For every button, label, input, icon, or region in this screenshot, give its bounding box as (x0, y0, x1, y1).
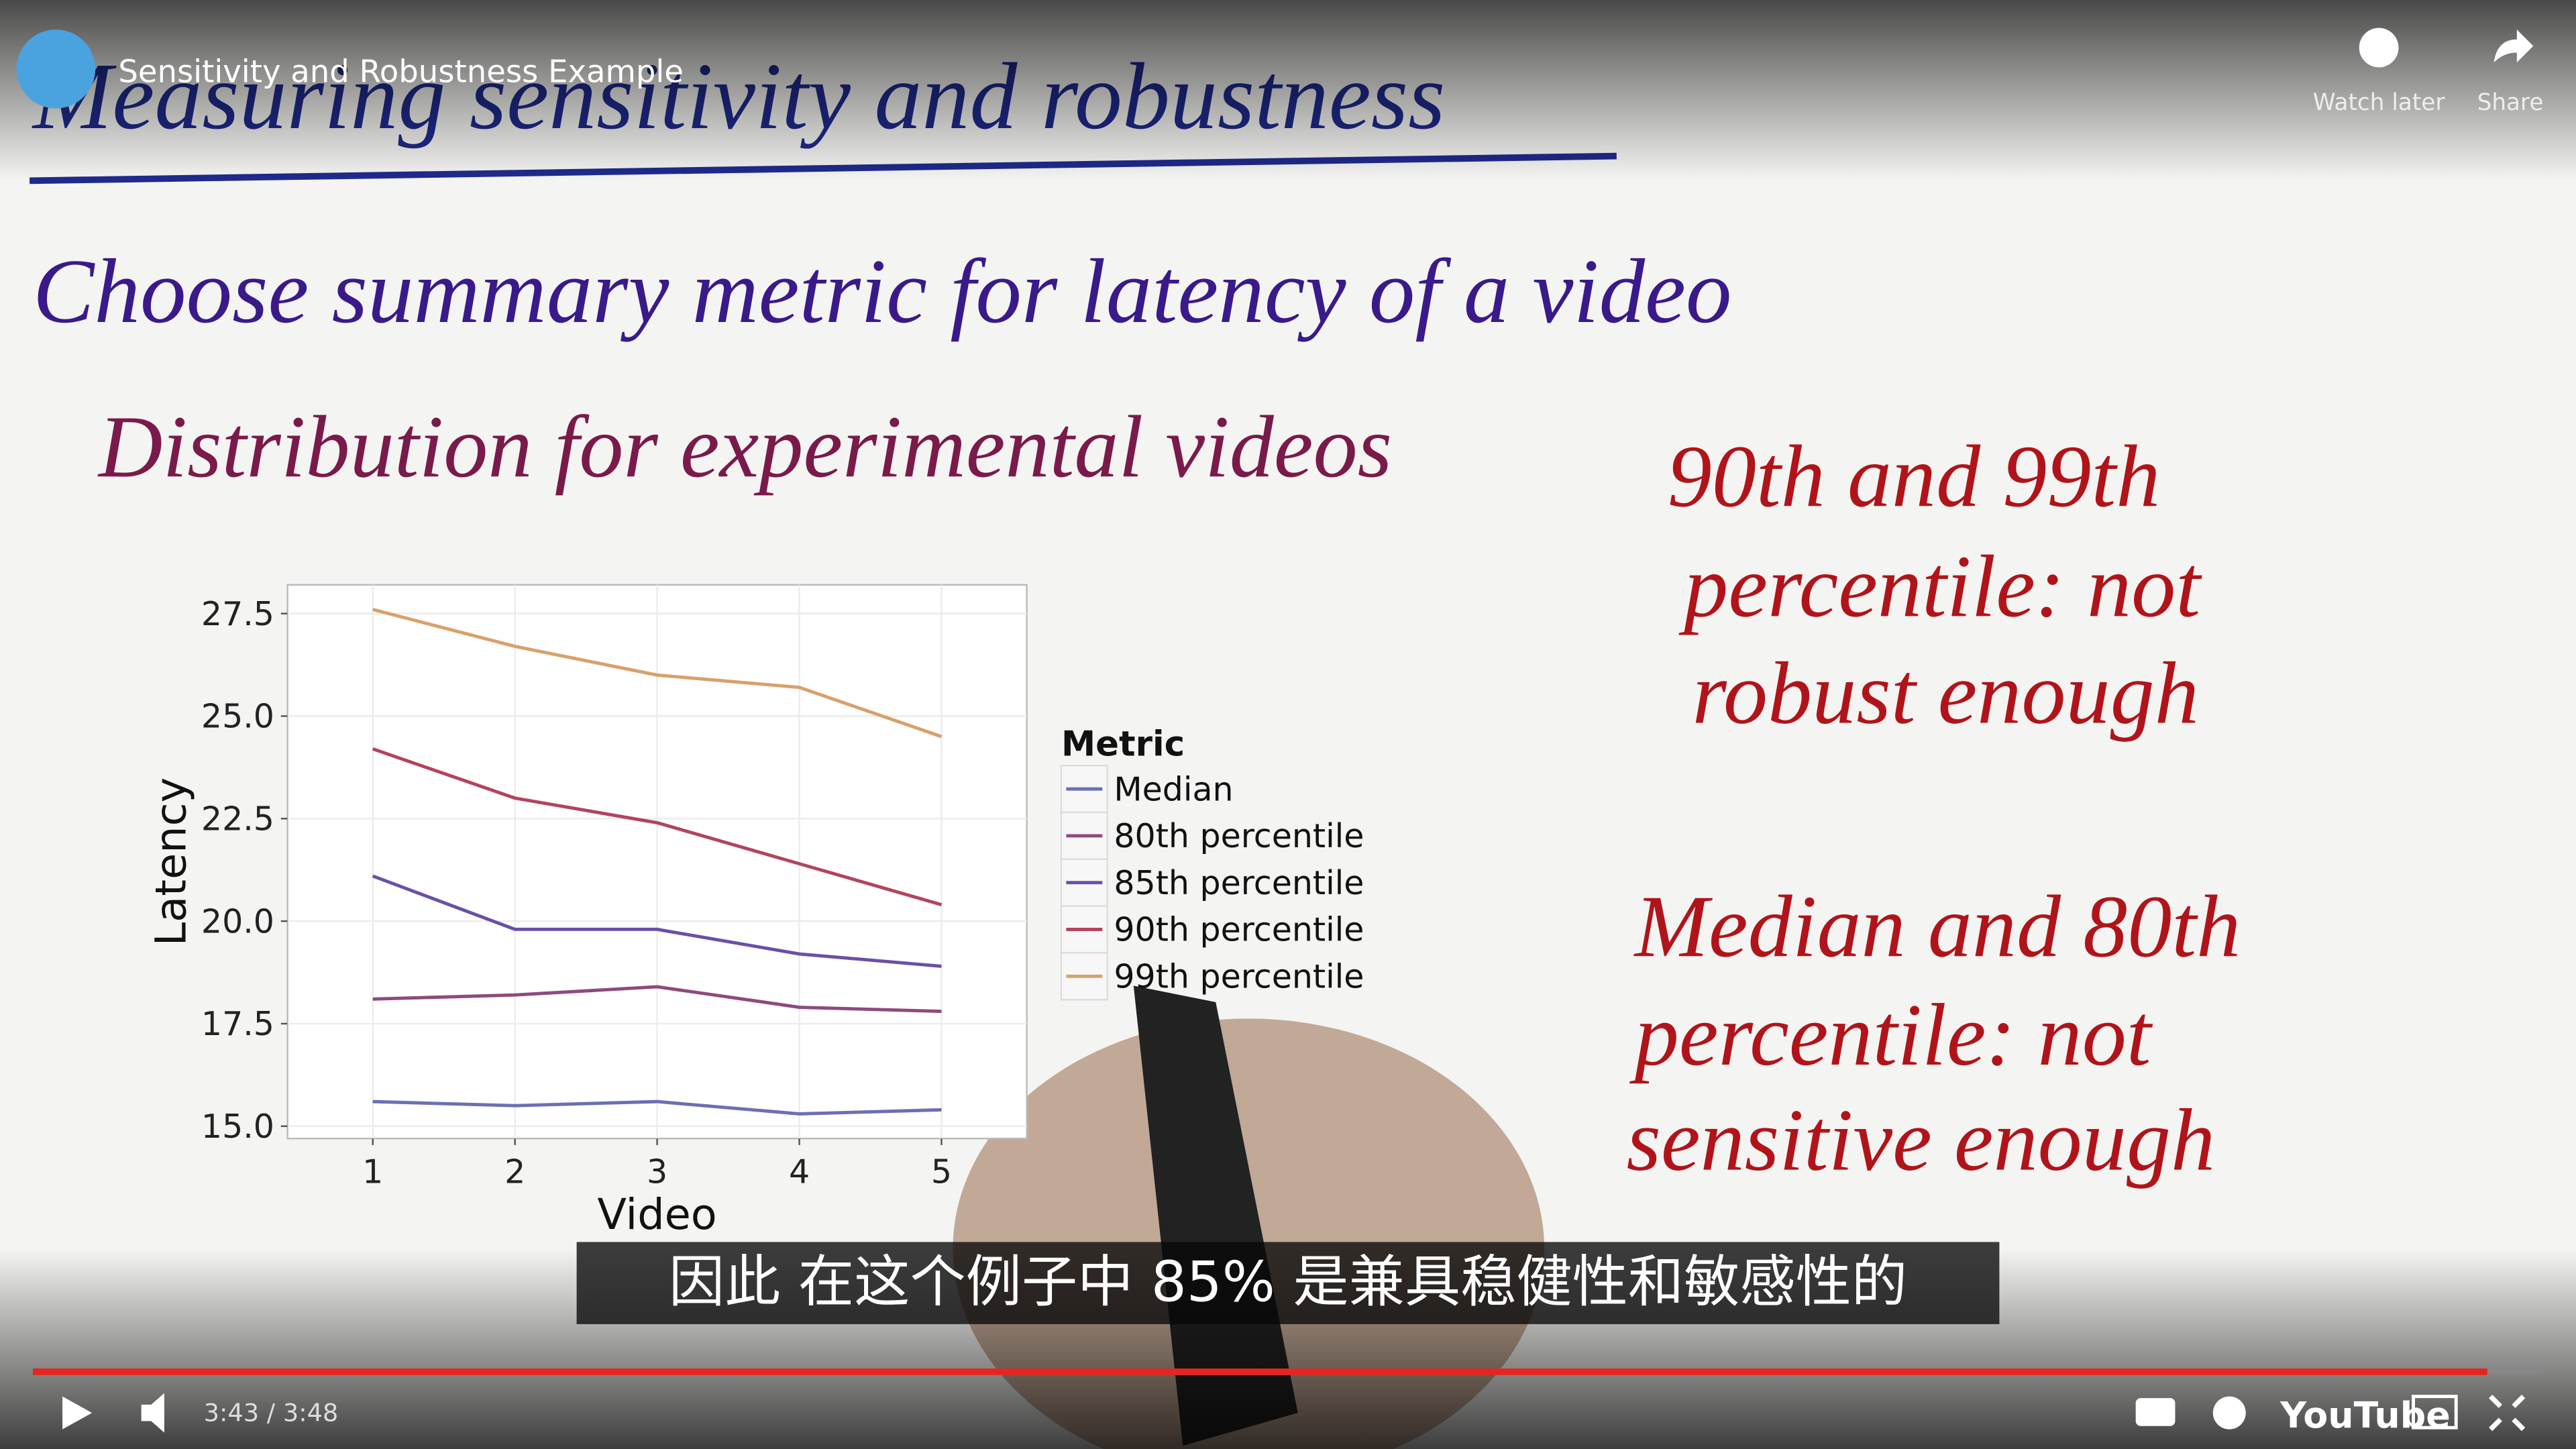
series-line (372, 608, 943, 739)
subtitle: 因此 在这个例子中 85% 是兼具稳健性和敏感性的 (669, 1250, 1907, 1315)
legend-label: 85th percentile (1114, 864, 1364, 902)
subtitle-box (576, 1242, 2000, 1324)
y-tick-label: 25.0 (201, 698, 274, 736)
x-tick-label: 5 (931, 1152, 952, 1191)
x-tick-label: 3 (647, 1152, 667, 1191)
x-tick-label: 1 (362, 1152, 383, 1191)
settings-button[interactable] (2212, 1396, 2246, 1430)
legend-label: 99th percentile (1114, 957, 1364, 996)
board-text: Choose summary metric for latency of a v… (33, 240, 1732, 342)
x-tick-label: 2 (504, 1152, 525, 1191)
watch-later[interactable]: Watch later (2313, 89, 2446, 116)
chart: 15.0 17.5 20.0 22.5 25.0 27.5 1 2 3 4 5 Video Latenc… (147, 584, 1364, 1240)
board-note: Median and 80th (1633, 877, 2241, 975)
cast-button[interactable] (2412, 1395, 2458, 1430)
y-tick-label: 22.5 (201, 800, 274, 838)
progress-played[interactable] (32, 1368, 2487, 1375)
top-shade (0, 0, 2576, 181)
legend-label: 80th percentile (1114, 817, 1364, 855)
y-tick-label: 17.5 (201, 1005, 274, 1043)
board-note: percentile: not (1678, 537, 2202, 635)
share[interactable]: Share (2477, 89, 2544, 116)
legend-label: Median (1114, 770, 1233, 808)
channel-icon[interactable] (16, 30, 96, 109)
y-tick-label: 27.5 (201, 595, 274, 633)
video-title[interactable]: Sensitivity and Robustness Example (118, 53, 684, 89)
series-line (372, 747, 943, 907)
legend-label: 90th percentile (1114, 911, 1364, 949)
time: 3:43 / 3:48 (204, 1398, 339, 1427)
board-note: 90th and 99th (1668, 427, 2161, 525)
watch-later-icon[interactable] (2359, 28, 2399, 68)
captions-button[interactable] (2135, 1398, 2176, 1426)
series-line (372, 985, 942, 1014)
volume-button[interactable] (141, 1393, 164, 1433)
y-axis-label: Latency (147, 777, 197, 947)
series-line (372, 874, 942, 968)
y-tick-label: 15.0 (201, 1108, 274, 1146)
legend-title: Metric (1061, 724, 1185, 765)
x-axis-label: Video (597, 1190, 716, 1240)
board-text: Distribution for experimental videos (97, 397, 1392, 496)
board-note: robust enough (1692, 644, 2198, 743)
x-tick-label: 4 (789, 1152, 810, 1191)
play-button[interactable] (62, 1396, 93, 1430)
youtube-logo[interactable]: YouTube (2279, 1394, 2451, 1436)
y-tick-label: 20.0 (201, 902, 274, 941)
board-note: sensitive enough (1626, 1091, 2215, 1189)
series-line (372, 1099, 942, 1116)
share-icon[interactable] (2493, 30, 2534, 63)
fullscreen-exit-button[interactable] (2489, 1395, 2526, 1432)
board-note: percentile: not (1629, 985, 2153, 1084)
